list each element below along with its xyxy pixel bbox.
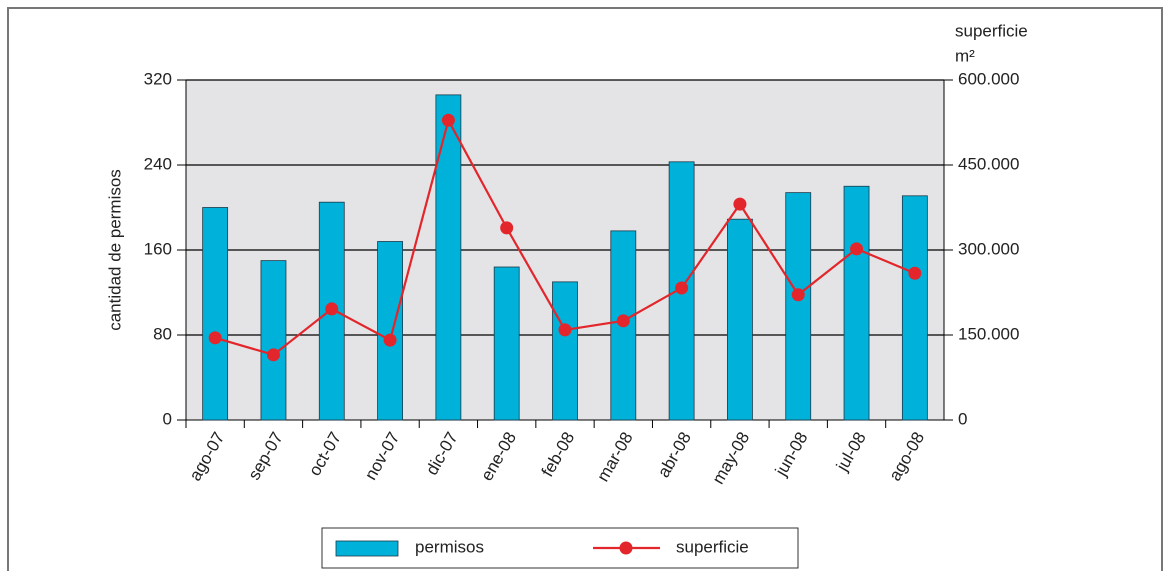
bar bbox=[260, 260, 287, 421]
bar bbox=[727, 218, 753, 421]
marker bbox=[558, 323, 572, 337]
legend-label: permisos bbox=[415, 537, 484, 556]
bar bbox=[377, 241, 403, 421]
marker bbox=[500, 221, 514, 235]
legend-marker bbox=[619, 541, 633, 555]
bar bbox=[843, 185, 870, 421]
marker bbox=[325, 302, 339, 316]
marker bbox=[850, 242, 864, 256]
y2-tick-label: 150.000 bbox=[958, 324, 1019, 343]
legend-swatch bbox=[335, 540, 399, 557]
bar bbox=[493, 266, 520, 421]
marker bbox=[441, 113, 455, 127]
y-tick-label: 80 bbox=[153, 324, 172, 343]
y-tick-label: 160 bbox=[144, 239, 172, 258]
bar bbox=[552, 281, 578, 421]
y2-axis-unit: m² bbox=[955, 46, 975, 65]
legend bbox=[321, 527, 799, 569]
y2-tick-label: 0 bbox=[958, 409, 967, 428]
y2-tick-label: 600.000 bbox=[958, 69, 1019, 88]
legend-label: superficie bbox=[676, 537, 749, 556]
marker bbox=[675, 281, 689, 295]
marker bbox=[616, 314, 630, 328]
y-axis-label: cantidad de permisos bbox=[105, 169, 124, 331]
bar bbox=[901, 195, 928, 421]
marker bbox=[266, 348, 280, 362]
bar bbox=[435, 94, 462, 421]
marker bbox=[733, 197, 747, 211]
marker bbox=[908, 266, 922, 280]
bar bbox=[202, 207, 229, 421]
y2-tick-label: 450.000 bbox=[958, 154, 1019, 173]
y2-tick-label: 300.000 bbox=[958, 239, 1019, 258]
y-tick-label: 320 bbox=[144, 69, 172, 88]
y2-axis-label: superficie bbox=[955, 21, 1028, 40]
y-tick-label: 240 bbox=[144, 154, 172, 173]
marker bbox=[791, 288, 805, 302]
y-tick-label: 0 bbox=[163, 409, 172, 428]
marker bbox=[383, 333, 397, 347]
marker bbox=[208, 331, 222, 345]
bar bbox=[785, 192, 812, 421]
